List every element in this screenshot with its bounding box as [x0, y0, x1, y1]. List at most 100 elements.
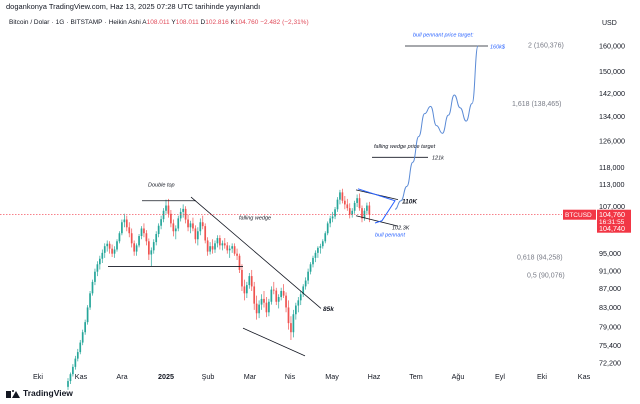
candle-body	[81, 332, 84, 343]
price-tag-value: 104,760	[599, 210, 625, 219]
candle-body	[177, 218, 180, 229]
candle-body	[287, 307, 290, 324]
candle-body	[170, 213, 172, 224]
symbol-name[interactable]: Bitcoin / Dolar	[9, 19, 50, 26]
candle-body	[155, 234, 158, 243]
candle-body	[304, 280, 307, 287]
candle-body	[226, 245, 229, 251]
candle-body	[201, 222, 204, 227]
fibonacci-levels: 2 (160,376) 1,618 (138,465) 0,618 (94,258)…	[512, 43, 565, 280]
candle-body	[211, 246, 214, 250]
price-tag-countdown: 16:31:55	[599, 219, 625, 226]
candle-body	[258, 304, 260, 314]
high-value: 108.011	[175, 19, 199, 26]
candle-body	[118, 233, 121, 242]
candle-body	[89, 293, 91, 308]
candle-body	[285, 295, 287, 308]
time-axis-tick: Ağu	[452, 372, 465, 381]
candle-body	[361, 208, 363, 219]
candle-body	[172, 223, 175, 232]
candle-body	[253, 286, 256, 304]
candle-body	[356, 198, 358, 203]
candle-body	[111, 248, 113, 254]
candle-body	[329, 218, 331, 224]
candle-body	[138, 236, 140, 246]
candle-body	[140, 228, 143, 237]
fib-level-label: 2 (160,376)	[528, 43, 564, 50]
price-axis-tick: 87,000	[599, 284, 621, 293]
price-axis-tick: 75,400	[599, 341, 621, 350]
candle-body	[143, 228, 145, 234]
candle-body	[103, 246, 106, 253]
price-axis: 160,000 150,000 142,000 134,000 126,000 118,0…	[599, 42, 625, 368]
candle-body	[76, 352, 79, 359]
candle-body	[152, 242, 155, 251]
symbol-interval[interactable]: 1G	[55, 19, 65, 26]
candle-body	[160, 219, 162, 226]
symbol-tag-box	[563, 209, 596, 220]
candle-body	[223, 243, 226, 246]
candle-body	[272, 289, 275, 291]
candle-body	[67, 381, 69, 387]
price-axis-tick: 107,000	[599, 202, 625, 211]
candle-body	[206, 240, 209, 252]
candle-body	[128, 227, 131, 234]
low-value: 102.816	[205, 19, 229, 26]
candle-body	[101, 252, 104, 259]
time-axis-tick: 2025	[158, 372, 174, 381]
candle-body	[263, 298, 265, 303]
symbol-chart-style[interactable]: Heikin Ashi	[108, 19, 141, 26]
candle-body	[275, 290, 278, 302]
time-axis-tick: Nis	[285, 372, 296, 381]
candle-body	[312, 257, 314, 265]
brand-name: TradingView	[23, 388, 73, 398]
candle-body	[236, 253, 238, 256]
time-axis-tick: Eki	[33, 372, 43, 381]
candle-body	[125, 219, 128, 228]
candles	[67, 188, 371, 390]
candle-body	[270, 289, 273, 302]
time-axis-tick: Haz	[368, 372, 381, 381]
candle-body	[307, 271, 309, 281]
candle-body	[182, 208, 184, 212]
candle-body	[366, 205, 368, 211]
footer-brand[interactable]: TradingView	[6, 388, 73, 398]
annotation-160k: 160k$	[490, 44, 506, 50]
candle-body	[167, 205, 170, 214]
annotation-falling-wedge-price-target: falling wedge price target	[374, 144, 436, 150]
time-axis-tick: Kas	[75, 372, 88, 381]
candle-body	[265, 302, 268, 313]
candle-body	[199, 222, 202, 232]
candle-body	[241, 269, 243, 287]
candle-body	[94, 271, 96, 282]
projection-path	[394, 45, 479, 210]
candle-body	[72, 366, 74, 375]
candle-body	[233, 246, 236, 254]
price-axis-tick: 91,000	[599, 266, 621, 275]
candle-body	[321, 241, 324, 247]
candle-body	[246, 285, 248, 294]
open-label: A	[142, 19, 147, 26]
candle-body	[216, 238, 219, 244]
annotation-110k: 110K	[402, 198, 418, 205]
time-axis: Eki Kas Ara 2025 Şub Mar Nis May Haz Tem Ağu Eyl Eki…	[33, 372, 591, 381]
price-axis-tick: 134,000	[599, 112, 625, 121]
candle-body	[133, 243, 135, 252]
candle-body	[346, 204, 349, 209]
currency-label[interactable]: USD	[602, 20, 617, 27]
candle-body	[282, 291, 285, 296]
candle-body	[135, 245, 138, 252]
candle-body	[157, 225, 160, 235]
candle-body	[187, 219, 189, 228]
candle-body	[84, 322, 86, 333]
price-axis-tick: 95,000	[599, 249, 621, 258]
candle-body	[96, 264, 99, 272]
candle-body	[91, 281, 94, 294]
candle-body	[204, 226, 207, 241]
candle-body	[113, 249, 116, 254]
candle-body	[219, 238, 221, 246]
candle-body	[184, 208, 187, 220]
candle-body	[358, 198, 361, 209]
